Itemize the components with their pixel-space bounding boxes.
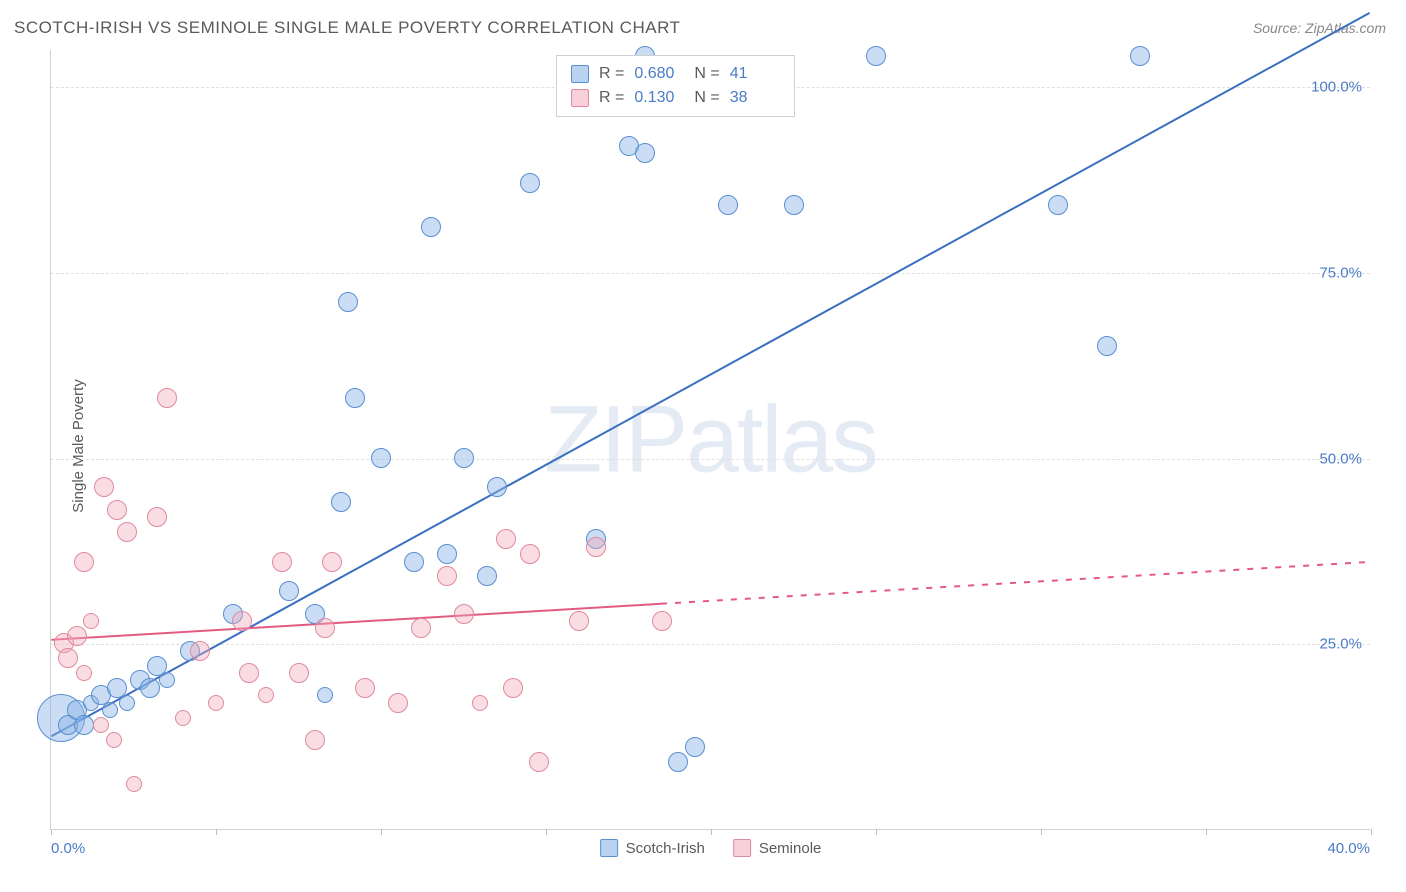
stat-n-label: N =: [694, 65, 719, 83]
scatter-point: [1130, 46, 1150, 66]
scatter-point: [520, 173, 540, 193]
scatter-point: [117, 522, 137, 542]
x-tick: [381, 829, 382, 835]
scatter-point: [93, 717, 109, 733]
scatter-point: [635, 143, 655, 163]
source-label: Source: ZipAtlas.com: [1253, 20, 1386, 36]
stat-n-label-2: N =: [694, 89, 719, 107]
stat-n-val-2: 38: [730, 89, 780, 107]
x-tick: [711, 829, 712, 835]
scatter-point: [472, 695, 488, 711]
legend-item-1: Scotch-Irish: [600, 839, 705, 857]
scatter-point: [487, 477, 507, 497]
scatter-point: [331, 492, 351, 512]
scatter-point: [371, 448, 391, 468]
scatter-point: [421, 217, 441, 237]
scatter-point: [404, 552, 424, 572]
x-tick-label-1: 40.0%: [1327, 840, 1370, 857]
scatter-point: [126, 776, 142, 792]
scatter-point: [289, 663, 309, 683]
scatter-point: [232, 611, 252, 631]
trend-lines: [51, 50, 1370, 829]
scatter-point: [83, 613, 99, 629]
scatter-point: [388, 693, 408, 713]
swatch-blue-icon: [571, 65, 589, 83]
scatter-point: [520, 544, 540, 564]
scatter-point: [317, 687, 333, 703]
scatter-point: [190, 641, 210, 661]
scatter-point: [355, 678, 375, 698]
legend-swatch-blue-icon: [600, 839, 618, 857]
scatter-point: [315, 618, 335, 638]
scatter-point: [107, 500, 127, 520]
scatter-point: [322, 552, 342, 572]
x-tick: [546, 829, 547, 835]
legend-swatch-pink-icon: [733, 839, 751, 857]
scatter-point: [258, 687, 274, 703]
stat-r-val-2: 0.130: [634, 89, 684, 107]
scatter-point: [119, 695, 135, 711]
scatter-point: [272, 552, 292, 572]
scatter-point: [157, 388, 177, 408]
scatter-point: [784, 195, 804, 215]
scatter-point: [569, 611, 589, 631]
stat-r-val-1: 0.680: [634, 65, 684, 83]
legend-label-1: Scotch-Irish: [626, 840, 705, 857]
scatter-point: [477, 566, 497, 586]
scatter-point: [454, 604, 474, 624]
scatter-point: [76, 665, 92, 681]
scatter-point: [496, 529, 516, 549]
scatter-point: [437, 566, 457, 586]
scatter-point: [140, 678, 160, 698]
x-tick: [876, 829, 877, 835]
scatter-point: [345, 388, 365, 408]
scatter-point: [866, 46, 886, 66]
scatter-point: [175, 710, 191, 726]
scatter-point: [1097, 336, 1117, 356]
scatter-point: [239, 663, 259, 683]
scatter-point: [74, 552, 94, 572]
stat-n-val-1: 41: [730, 65, 780, 83]
scatter-point: [74, 715, 94, 735]
x-tick: [1371, 829, 1372, 835]
scatter-point: [685, 737, 705, 757]
legend-item-2: Seminole: [733, 839, 822, 857]
x-tick: [51, 829, 52, 835]
scatter-point: [503, 678, 523, 698]
stat-r-label-2: R =: [599, 89, 624, 107]
scatter-point: [305, 730, 325, 750]
x-tick-label-0: 0.0%: [51, 840, 85, 857]
scatter-point: [652, 611, 672, 631]
scatter-point: [454, 448, 474, 468]
stats-box: R = 0.680 N = 41 R = 0.130 N = 38: [556, 55, 795, 117]
scatter-point: [279, 581, 299, 601]
bottom-legend: Scotch-Irish Seminole: [600, 839, 822, 857]
scatter-point: [94, 477, 114, 497]
stats-row-1: R = 0.680 N = 41: [571, 62, 780, 86]
stats-row-2: R = 0.130 N = 38: [571, 86, 780, 110]
scatter-point: [338, 292, 358, 312]
scatter-point: [1048, 195, 1068, 215]
scatter-point: [586, 537, 606, 557]
scatter-point: [437, 544, 457, 564]
stat-r-label: R =: [599, 65, 624, 83]
scatter-point: [159, 672, 175, 688]
plot-area: ZIPatlas 25.0%50.0%75.0%100.0% R = 0.680…: [50, 50, 1370, 830]
chart-title: SCOTCH-IRISH VS SEMINOLE SINGLE MALE POV…: [14, 18, 680, 38]
x-tick: [1041, 829, 1042, 835]
scatter-point: [411, 618, 431, 638]
x-tick: [1206, 829, 1207, 835]
x-tick: [216, 829, 217, 835]
scatter-point: [668, 752, 688, 772]
scatter-point: [718, 195, 738, 215]
scatter-point: [208, 695, 224, 711]
swatch-pink-icon: [571, 89, 589, 107]
scatter-point: [58, 648, 78, 668]
scatter-point: [106, 732, 122, 748]
scatter-point: [102, 702, 118, 718]
scatter-point: [147, 507, 167, 527]
scatter-point: [67, 626, 87, 646]
legend-label-2: Seminole: [759, 840, 822, 857]
scatter-point: [529, 752, 549, 772]
